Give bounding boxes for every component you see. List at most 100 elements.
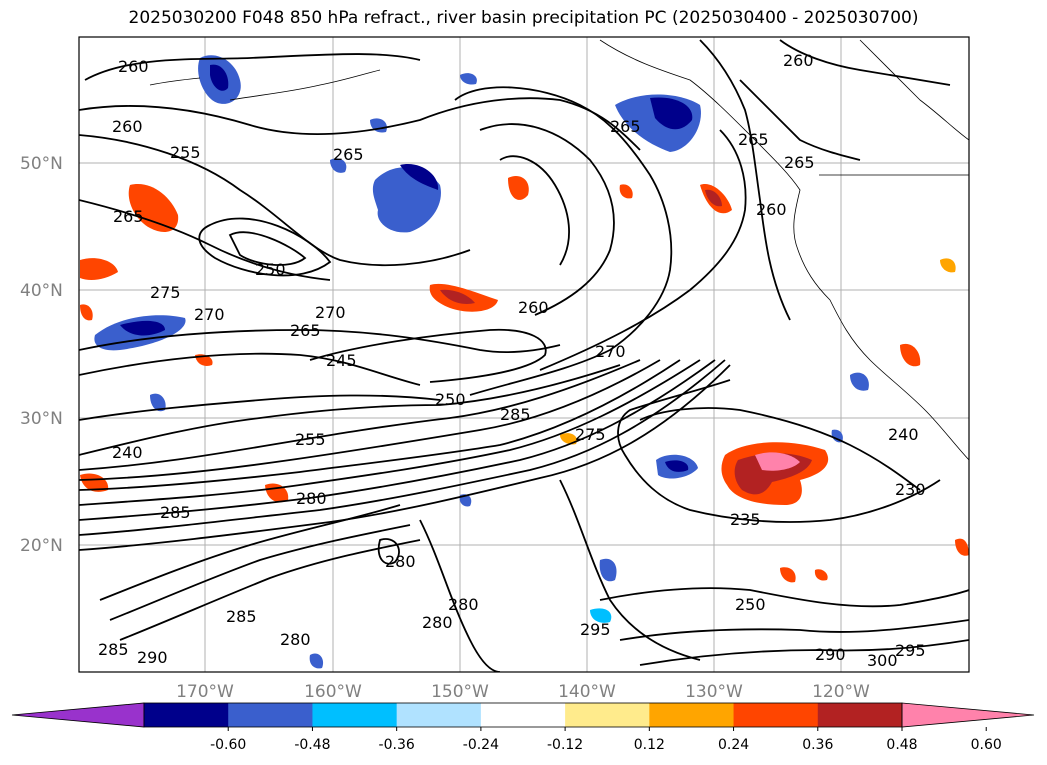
precip-positive-area [80,258,118,280]
precip-positive-area [440,289,475,304]
contour-label: 230 [895,480,926,499]
precip-negative-area [120,320,165,336]
colorbar-tick-label: 0.36 [802,737,833,753]
contour-label: 245 [326,351,357,370]
contour-label: 285 [500,405,531,424]
map-frame [78,36,970,673]
precip-negative-area [590,608,612,623]
contour-label: 255 [170,143,201,162]
gridlines [79,37,969,672]
contour-label: 265 [290,321,321,340]
precip-positive-area [814,569,828,581]
precip-negative-area [599,558,617,582]
precip-positive-area [705,189,722,207]
colorbar-tick-label: -0.36 [379,737,415,753]
contour-label: 275 [575,425,606,444]
precip-negative-area [460,73,477,85]
precip-positive-area [780,567,796,583]
lat-label: 40°N [20,281,63,301]
contour-label: 290 [815,645,846,664]
lat-label: 30°N [20,409,63,429]
precip-negative-area [665,460,689,472]
contour-label: 295 [895,641,926,660]
contour-label: 265 [738,130,769,149]
contour-label: 280 [296,489,327,508]
contour-label: 260 [518,298,549,317]
contour-label: 280 [385,552,416,571]
precip-negative-area [309,653,324,669]
contour-label: 270 [194,305,225,324]
colorbar-segment [733,703,819,727]
lon-axis: 170°W 160°W 150°W 140°W 130°W 120°W [176,682,870,702]
contour-label: 270 [315,303,346,322]
colorbar-segment [396,703,482,727]
contour-label: 260 [783,51,814,70]
colorbar-extend-low [11,702,145,728]
contour-label: 255 [295,430,326,449]
contour-label: 250 [735,595,766,614]
colorbar-segment [480,703,566,727]
colorbar-tick-label: 0.60 [971,737,1002,753]
colorbar-tick-label: -0.48 [294,737,330,753]
contour-label: 290 [137,648,168,667]
precip-negative-area [150,393,166,412]
contour-label: 265 [784,153,815,172]
colorbar-tick-label: -0.12 [547,737,583,753]
precip-negative-area [831,429,843,443]
colorbar-segment [312,703,398,727]
precip-positive-area [128,184,179,232]
contour-label: 260 [112,117,143,136]
precip-negative-area [850,372,869,391]
precip-positive-area [80,304,93,321]
contour-label: 285 [98,640,129,659]
chart-title: 2025030200 F048 850 hPa refract., river … [128,8,919,28]
contour-label: 260 [118,57,149,76]
colorbar: -0.60 -0.48 -0.36 -0.24 -0.12 0.12 0.24 0.36 0.4… [11,702,1035,753]
lat-label: 50°N [20,154,63,174]
contour-label: 265 [333,145,364,164]
contour-label: 275 [150,283,181,302]
colorbar-tick-label: -0.24 [463,737,499,753]
precip-positive-area [80,473,109,492]
precip-negative-area [650,97,693,130]
precip-positive-area [560,433,577,445]
lon-label: 140°W [558,682,616,702]
precip-positive-area [619,184,633,199]
precip-negative-area [400,164,439,190]
contour-label: 300 [867,651,898,670]
precip-positive-area [955,538,969,556]
lat-label: 20°N [20,536,63,556]
contour-label: 235 [730,510,761,529]
lon-label: 160°W [304,682,362,702]
contour-label: 295 [580,620,611,639]
colorbar-tick-label: 0.48 [886,737,917,753]
lon-label: 150°W [431,682,489,702]
contour-labels: 260 260 255 265 265 270 275 250 265 270 … [98,51,926,670]
contour-label: 240 [888,425,919,444]
contour-label: 250 [255,260,286,279]
contour-label: 280 [280,630,311,649]
colorbar-tick-label: 0.24 [718,737,749,753]
colorbar-outline [143,702,903,728]
precip-negative-area [330,158,347,173]
colorbar-segment [144,703,229,727]
colorbar-segment [565,703,650,727]
colorbar-extend-high [901,702,1035,728]
contour-label: 280 [422,613,453,632]
refractivity-contours [79,39,969,672]
precip-positive-area [508,175,529,200]
lon-label: 170°W [176,682,234,702]
contour-label: 265 [610,117,641,136]
precip-positive-area [755,452,800,471]
contour-label: 260 [756,200,787,219]
colorbar-tick-label: -0.60 [210,737,246,753]
coastline [149,39,969,461]
precip-positive-area [940,258,956,273]
lon-label: 130°W [685,682,743,702]
colorbar-segment [228,703,313,727]
contour-label: 265 [113,207,144,226]
precip-fills [80,55,969,669]
lat-axis: 50°N 40°N 30°N 20°N [20,154,63,556]
colorbar-tick-label: 0.12 [634,737,665,753]
